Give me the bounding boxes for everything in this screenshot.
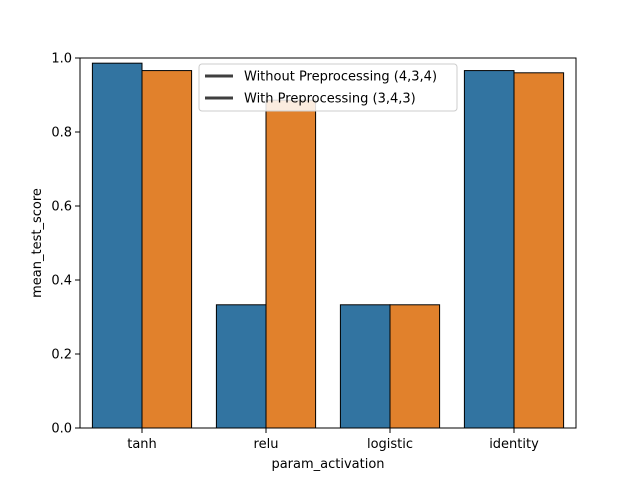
bar-relu-series-0 [215, 304, 267, 429]
x-tick-label-logistic: logistic [367, 437, 413, 452]
x-tick-label-tanh: tanh [127, 437, 157, 452]
bars-layer [91, 62, 565, 429]
y-tick-label: 1.0 [51, 52, 72, 67]
bar-identity-series-1 [513, 72, 565, 429]
bar-logistic-series-1 [389, 304, 441, 429]
bar-logistic-series-0 [339, 304, 391, 429]
legend-box [198, 63, 458, 112]
bar-relu-series-1 [265, 99, 317, 429]
axes-frame [79, 57, 577, 429]
legend-entry-with-preprocessing: With Preprocessing (3,4,3) [244, 92, 416, 107]
x-axis-label: param_activation [271, 457, 384, 472]
y-tick-label: 0.4 [51, 274, 72, 289]
legend: Without Preprocessing (4,3,4) With Prepr… [198, 63, 458, 112]
bar-tanh-series-0 [91, 62, 143, 429]
y-axis-label: mean_test_score [30, 188, 45, 298]
legend-entry-without-preprocessing: Without Preprocessing (4,3,4) [244, 70, 437, 85]
y-tick-label: 0.0 [51, 422, 72, 437]
y-tick-label: 0.2 [51, 348, 72, 363]
x-tick-label-identity: identity [489, 437, 539, 452]
bar-tanh-series-1 [141, 70, 193, 429]
y-axis-ticks: 0.0 0.2 0.4 0.6 0.8 1.0 [51, 52, 80, 437]
x-tick-label-relu: relu [254, 437, 279, 452]
y-tick-label: 0.6 [51, 200, 72, 215]
x-axis-ticks: tanh relu logistic identity [127, 428, 539, 452]
bar-identity-series-0 [463, 70, 515, 429]
y-tick-label: 0.8 [51, 126, 72, 141]
